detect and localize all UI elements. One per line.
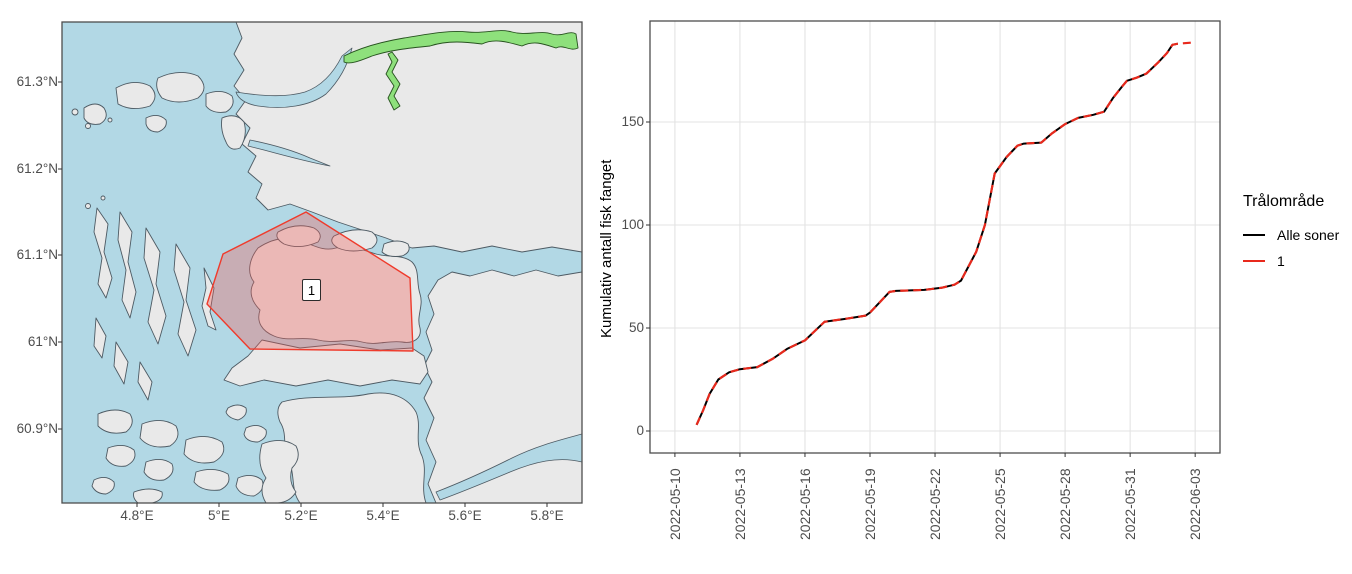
map-x-tick-label: 5°E bbox=[208, 508, 230, 523]
fjord-inlet-southeast bbox=[435, 433, 582, 501]
island-sw-5 bbox=[143, 459, 174, 481]
map-x-tick-label: 5.8°E bbox=[530, 508, 564, 523]
chart-x-tick-label: 2022-05-28 bbox=[1057, 468, 1074, 540]
islet-nw-3 bbox=[107, 117, 113, 123]
island-nw-6 bbox=[221, 115, 246, 150]
island-west-7 bbox=[113, 341, 129, 385]
legend-line-swatch bbox=[1243, 260, 1265, 262]
island-sw-11 bbox=[225, 404, 247, 421]
island-nw-5 bbox=[145, 115, 167, 133]
river-branch bbox=[385, 51, 401, 111]
islet-west-1 bbox=[85, 203, 91, 209]
line-zone-1 bbox=[695, 41, 1191, 426]
fjord-inlet-small bbox=[247, 139, 331, 167]
island-sw-4 bbox=[105, 445, 136, 467]
map-x-tick-label: 5.6°E bbox=[448, 508, 482, 523]
chart-x-tick-label: 2022-05-19 bbox=[862, 468, 878, 540]
map-panel-border bbox=[61, 21, 583, 504]
chart-x-tick-label: 2022-06-03 bbox=[1187, 468, 1204, 540]
land-peninsula-south bbox=[277, 392, 427, 503]
land-mainland-east bbox=[423, 269, 582, 503]
island-sw-6 bbox=[193, 469, 230, 491]
island-sw-7 bbox=[91, 477, 115, 495]
island-west-3 bbox=[143, 227, 167, 345]
map-x-tick-label: 5.4°E bbox=[366, 508, 400, 523]
islet-nw-2 bbox=[85, 123, 91, 129]
map-y-tick-label: 61.2°N bbox=[16, 161, 58, 176]
chart-y-axis-title: Kumulativ antall fisk fanget bbox=[598, 159, 615, 338]
island-sw-2 bbox=[139, 420, 179, 448]
legend-items: Alle soner 1 bbox=[1243, 222, 1339, 274]
island-sw-8 bbox=[133, 488, 163, 503]
legend-item: 1 bbox=[1243, 248, 1339, 274]
map-x-tick-label: 4.8°E bbox=[120, 508, 154, 523]
island-fjord-1 bbox=[276, 225, 321, 247]
river bbox=[343, 30, 579, 64]
trawl-zone-label: 1 bbox=[302, 279, 321, 301]
legend-title: Trålområde bbox=[1243, 193, 1325, 210]
map-x-tick-label: 5.2°E bbox=[284, 508, 318, 523]
map-y-tick-label: 60.9°N bbox=[16, 421, 58, 436]
fjord-inlet-north bbox=[235, 47, 353, 108]
legend-item-label: Alle soner bbox=[1277, 227, 1340, 243]
map-y-tick-label: 61°N bbox=[27, 334, 58, 349]
island-west-4 bbox=[173, 243, 197, 357]
islet-nw-1 bbox=[71, 108, 79, 116]
chart-x-tick-label: 2022-05-25 bbox=[992, 468, 1009, 540]
island-west-6 bbox=[93, 317, 107, 359]
legend-item: Alle soner bbox=[1243, 222, 1339, 248]
legend-item-label: 1 bbox=[1277, 253, 1285, 269]
chart-x-tick-label: 2022-05-13 bbox=[731, 468, 748, 540]
island-nw-3 bbox=[156, 72, 205, 103]
chart-x-tick-label: 2022-05-22 bbox=[927, 468, 944, 540]
chart-y-tick-label: 50 bbox=[628, 320, 644, 335]
islet-west-2 bbox=[100, 195, 106, 201]
island-west-2 bbox=[117, 211, 137, 319]
island-nw-1 bbox=[83, 103, 107, 125]
island-nw-2 bbox=[115, 82, 156, 109]
island-sw-12 bbox=[259, 440, 299, 503]
island-sw-9 bbox=[235, 475, 264, 497]
island-sw-1 bbox=[97, 409, 133, 434]
island-sw-3 bbox=[183, 436, 225, 464]
map-axis-ticks bbox=[58, 81, 548, 507]
map-y-tick-label: 61.1°N bbox=[16, 247, 58, 262]
chart-y-tick-label: 150 bbox=[621, 114, 644, 129]
chart-legend: Trålområde Alle soner 1 bbox=[1243, 192, 1339, 274]
island-sw-10 bbox=[243, 425, 267, 443]
island-fjord-3 bbox=[381, 240, 410, 257]
line-alle-soner bbox=[695, 42, 1178, 426]
chart-x-tick-label: 2022-05-16 bbox=[796, 468, 813, 540]
legend-line-swatch bbox=[1243, 234, 1265, 236]
map-panel bbox=[62, 22, 582, 503]
island-west-1 bbox=[93, 207, 113, 299]
land-mainland-north bbox=[233, 22, 582, 253]
chart-y-tick-label: 0 bbox=[636, 423, 644, 438]
island-west-8 bbox=[137, 361, 153, 401]
chart-x-tick-label: 2022-05-10 bbox=[666, 468, 683, 540]
island-nw-4 bbox=[205, 91, 234, 113]
chart-panel bbox=[646, 20, 1221, 457]
chart-x-tick-label: 2022-05-31 bbox=[1122, 468, 1139, 540]
land-strip-south bbox=[223, 339, 429, 387]
map-y-tick-label: 61.3°N bbox=[16, 74, 58, 89]
chart-y-tick-label: 100 bbox=[621, 217, 644, 232]
trawl-zone-label-text: 1 bbox=[307, 282, 316, 298]
